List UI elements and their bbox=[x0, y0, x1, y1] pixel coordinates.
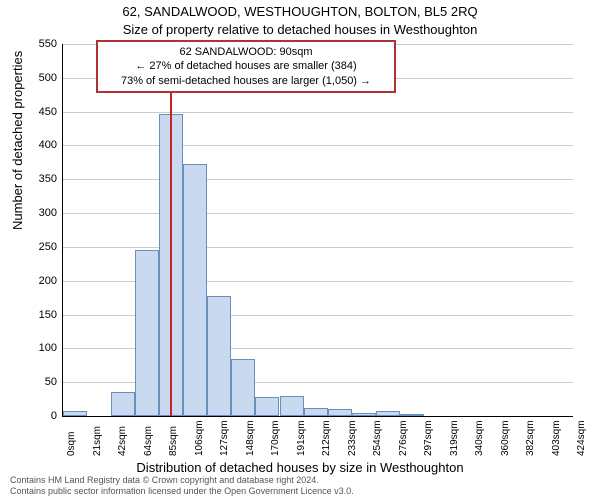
x-tick-label: 106sqm bbox=[194, 420, 205, 456]
x-tick-label: 403sqm bbox=[551, 420, 562, 456]
y-tick-label: 500 bbox=[17, 72, 57, 84]
histogram-bar bbox=[400, 414, 424, 416]
x-axis-label: Distribution of detached houses by size … bbox=[0, 460, 600, 475]
x-tick-label: 85sqm bbox=[168, 426, 179, 456]
x-tick-label: 297sqm bbox=[423, 420, 434, 456]
gridline bbox=[63, 145, 573, 146]
info-line-3: 73% of semi-detached houses are larger (… bbox=[104, 74, 388, 88]
title-subtitle: Size of property relative to detached ho… bbox=[0, 22, 600, 37]
y-tick-label: 450 bbox=[17, 106, 57, 118]
x-tick-label: 254sqm bbox=[372, 420, 383, 456]
x-tick-label: 319sqm bbox=[449, 420, 460, 456]
y-tick-label: 350 bbox=[17, 173, 57, 185]
x-tick-label: 212sqm bbox=[321, 420, 332, 456]
y-tick-label: 550 bbox=[17, 38, 57, 50]
plot-region: 0501001502002503003504004505005500sqm21s… bbox=[62, 44, 573, 417]
x-tick-label: 21sqm bbox=[92, 426, 103, 456]
chart-area: 0501001502002503003504004505005500sqm21s… bbox=[62, 44, 572, 416]
y-tick-label: 0 bbox=[17, 410, 57, 422]
histogram-bar bbox=[328, 409, 352, 416]
x-tick-label: 340sqm bbox=[474, 420, 485, 456]
gridline bbox=[63, 213, 573, 214]
histogram-bar bbox=[304, 408, 328, 416]
x-tick-label: 382sqm bbox=[525, 420, 536, 456]
histogram-bar bbox=[280, 396, 304, 416]
chart-container: 62, SANDALWOOD, WESTHOUGHTON, BOLTON, BL… bbox=[0, 0, 600, 500]
x-tick-label: 191sqm bbox=[296, 420, 307, 456]
histogram-bar bbox=[207, 296, 231, 416]
histogram-bar bbox=[63, 411, 87, 416]
y-tick-label: 200 bbox=[17, 275, 57, 287]
gridline bbox=[63, 247, 573, 248]
histogram-bar bbox=[352, 413, 376, 416]
title-address: 62, SANDALWOOD, WESTHOUGHTON, BOLTON, BL… bbox=[0, 4, 600, 19]
x-tick-label: 148sqm bbox=[245, 420, 256, 456]
histogram-bar bbox=[135, 250, 159, 416]
marker-line bbox=[170, 44, 172, 416]
footer-line-1: Contains HM Land Registry data © Crown c… bbox=[10, 475, 319, 485]
gridline bbox=[63, 112, 573, 113]
x-tick-label: 127sqm bbox=[219, 420, 230, 456]
y-tick-label: 150 bbox=[17, 309, 57, 321]
x-tick-label: 0sqm bbox=[66, 432, 77, 456]
x-tick-label: 42sqm bbox=[117, 426, 128, 456]
x-tick-label: 64sqm bbox=[143, 426, 154, 456]
gridline bbox=[63, 179, 573, 180]
x-tick-label: 233sqm bbox=[347, 420, 358, 456]
info-line-1: 62 SANDALWOOD: 90sqm bbox=[104, 45, 388, 59]
histogram-bar bbox=[183, 164, 207, 416]
histogram-bar bbox=[231, 359, 255, 416]
histogram-bar bbox=[255, 397, 279, 416]
y-tick-label: 300 bbox=[17, 207, 57, 219]
footer-line-2: Contains public sector information licen… bbox=[10, 486, 354, 496]
y-tick-label: 250 bbox=[17, 241, 57, 253]
y-tick-label: 50 bbox=[17, 376, 57, 388]
y-tick-label: 100 bbox=[17, 342, 57, 354]
x-tick-label: 360sqm bbox=[500, 420, 511, 456]
info-box: 62 SANDALWOOD: 90sqm ← 27% of detached h… bbox=[96, 40, 396, 93]
info-line-2: ← 27% of detached houses are smaller (38… bbox=[104, 59, 388, 73]
y-tick-label: 400 bbox=[17, 139, 57, 151]
x-tick-label: 276sqm bbox=[398, 420, 409, 456]
x-tick-label: 170sqm bbox=[270, 420, 281, 456]
histogram-bar bbox=[376, 411, 400, 416]
histogram-bar bbox=[111, 392, 135, 416]
x-tick-label: 424sqm bbox=[576, 420, 587, 456]
